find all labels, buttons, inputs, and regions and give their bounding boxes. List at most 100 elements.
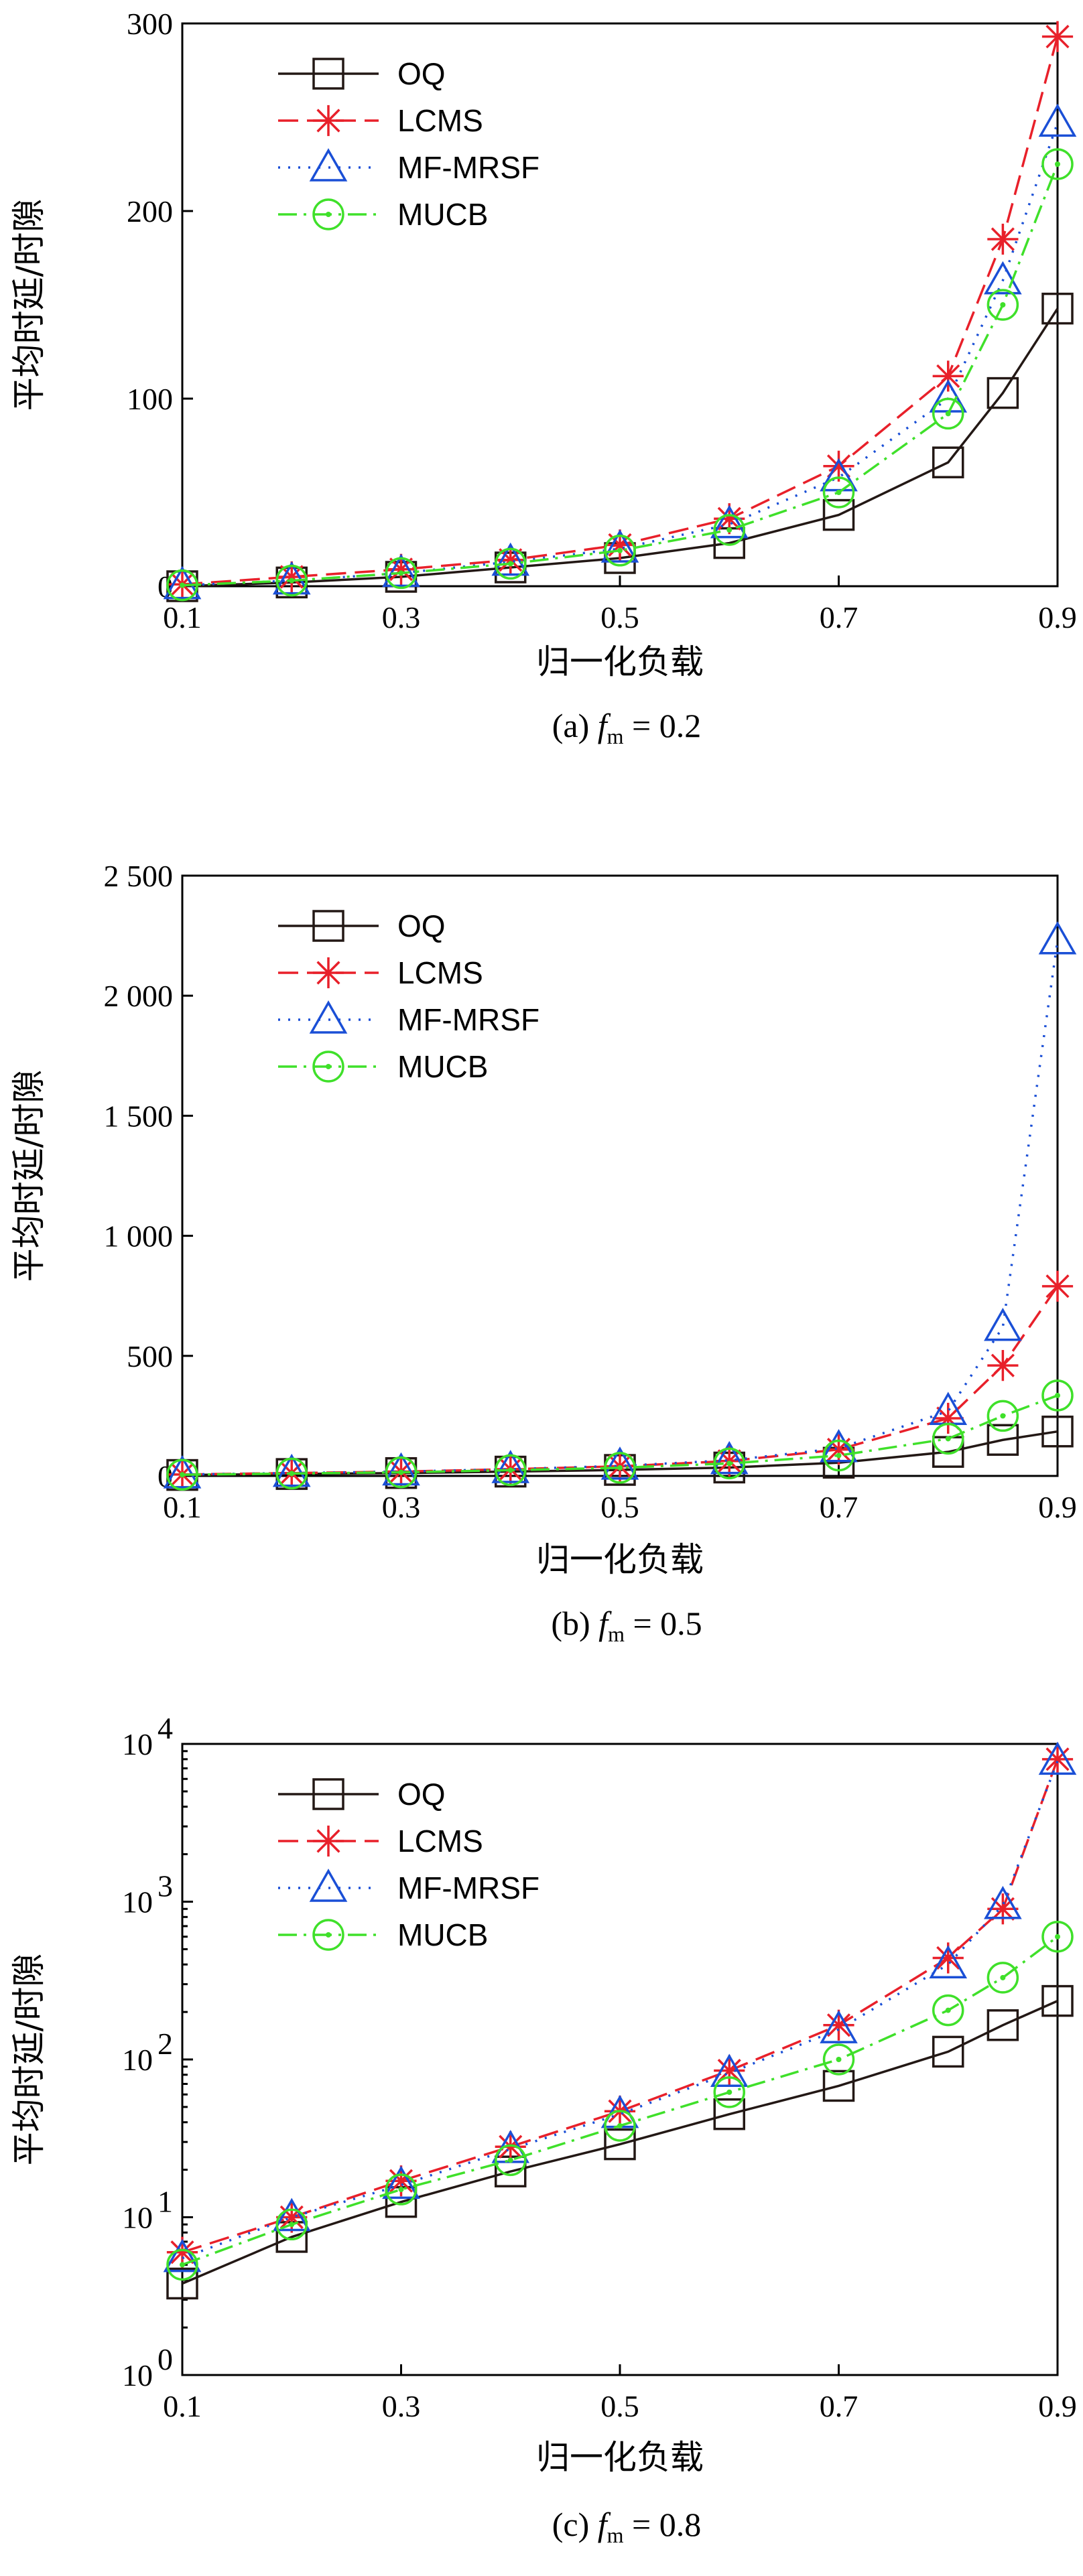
data-point-mucb: [495, 1454, 527, 1487]
data-point-lcms: [495, 2131, 526, 2163]
data-point-oq: [1041, 1984, 1074, 2017]
data-point-lcms: [714, 2055, 745, 2086]
series-line-oq: [182, 308, 1059, 588]
panel-caption: (b) fm = 0.5: [551, 1605, 702, 1646]
legend-marker: [309, 1869, 348, 1902]
legend-item-mucb: MUCB: [278, 1049, 488, 1084]
legend-label: MUCB: [397, 197, 488, 232]
data-point-mf-mrsf: [272, 561, 311, 595]
y-tick-exponent: 3: [157, 1869, 173, 1903]
x-tick-label: 0.3: [382, 600, 421, 634]
legend-marker: [312, 1825, 344, 1857]
data-point-oq: [986, 1424, 1019, 1456]
data-point-mucb: [713, 1447, 745, 1480]
data-point-lcms: [604, 529, 636, 561]
data-point-lcms: [1041, 1743, 1074, 1775]
caption-value: = 0.8: [624, 2506, 702, 2543]
y-tick-label: 10: [122, 1885, 153, 1919]
legend-marker: [312, 1778, 344, 1810]
legend-marker: [312, 910, 344, 942]
y-tick-exponent: 4: [157, 1711, 173, 1745]
data-point-oq: [604, 2128, 636, 2161]
data-point-mucb: [986, 289, 1019, 321]
data-point-mf-mrsf: [984, 1885, 1022, 1919]
data-point-mucb: [822, 476, 855, 509]
caption-subscript: m: [607, 724, 624, 748]
legend-item-lcms: LCMS: [278, 1824, 483, 1858]
data-point-oq: [932, 2035, 964, 2068]
legend-label: OQ: [397, 1777, 446, 1812]
data-point-mf-mrsf: [163, 2238, 202, 2273]
data-point-mf-mrsf: [984, 1307, 1022, 1341]
y-tick-label: 300: [127, 7, 173, 41]
data-point-mucb: [1041, 1920, 1074, 1953]
x-tick-label: 0.9: [1038, 600, 1077, 634]
data-point-mf-mrsf: [382, 1452, 420, 1486]
data-point-mf-mrsf: [163, 565, 202, 600]
y-tick-label: 10: [122, 1727, 153, 1761]
legend-item-mucb: MUCB: [278, 197, 488, 232]
data-point-mucb: [495, 2144, 527, 2177]
data-point-mucb: [713, 514, 745, 546]
data-point-oq: [1041, 292, 1074, 325]
series-line-mucb: [182, 163, 1059, 587]
data-point-mf-mrsf: [272, 1453, 311, 1487]
legend-marker: [312, 105, 344, 137]
data-point-mucb: [385, 1456, 418, 1489]
series-line-oq: [182, 1430, 1058, 1477]
y-axis-title: 平均时延/时隙: [9, 1954, 48, 2166]
series-line-lcms: [182, 36, 1059, 586]
y-axis-title: 平均时延/时隙: [9, 199, 48, 411]
y-tick-label: 1 500: [104, 1099, 174, 1133]
x-tick-label: 0.5: [600, 600, 639, 634]
data-point-mucb: [275, 2208, 308, 2241]
series-line-mucb: [182, 1394, 1058, 1476]
x-tick-label: 0.7: [820, 2389, 858, 2423]
data-point-mf-mrsf: [820, 1428, 858, 1463]
data-point-mucb: [385, 2173, 418, 2206]
data-point-mf-mrsf: [929, 1945, 968, 1978]
legend-label: LCMS: [397, 103, 483, 138]
plot-frame: [181, 874, 1059, 1477]
panel-a: 0.1 0.3 0.5 0.7 0.90100200300平均时延/时隙归一化负载(a)…: [9, 7, 1077, 748]
data-point-mf-mrsf: [600, 1446, 639, 1480]
series-line-mucb: [182, 1936, 1059, 2266]
caption-subscript: m: [608, 1622, 625, 1646]
data-point-oq: [986, 377, 1019, 409]
data-point-mucb: [495, 547, 527, 580]
data-point-mucb: [932, 397, 964, 430]
legend-marker: [312, 1050, 344, 1083]
legend-item-mf-mrsf: MF-MRSF: [278, 148, 539, 185]
x-tick-label: 0.5: [600, 1490, 639, 1524]
data-point-mucb: [604, 2110, 636, 2142]
data-point-lcms: [1041, 1270, 1074, 1302]
x-axis-title: 归一化负载: [536, 2438, 704, 2477]
caption-value: = 0.2: [624, 707, 702, 744]
x-tick-label: 0.1: [163, 2389, 202, 2423]
x-axis-title: 归一化负载: [536, 1540, 704, 1579]
data-point-mucb: [166, 1459, 198, 1491]
data-point-mucb: [275, 1457, 308, 1490]
data-point-oq: [713, 2098, 745, 2130]
x-tick-label: 0.5: [600, 2389, 639, 2423]
legend-item-mf-mrsf: MF-MRSF: [278, 1000, 539, 1037]
series-line-mf-mrsf: [182, 122, 1059, 587]
data-point-lcms: [932, 1942, 964, 1974]
data-point-oq: [822, 498, 855, 531]
series-line-lcms: [182, 1759, 1059, 2254]
data-point-lcms: [987, 223, 1019, 255]
panel-caption: (c) fm = 0.8: [552, 2506, 702, 2547]
y-tick-label: 100: [127, 382, 173, 416]
legend-marker: [312, 198, 344, 230]
data-point-oq: [822, 2070, 855, 2102]
data-point-mf-mrsf: [382, 553, 420, 588]
data-point-mf-mrsf: [820, 2010, 858, 2043]
x-tick-label: 0.1: [163, 600, 202, 634]
data-point-mucb: [1041, 148, 1074, 180]
series-line-oq: [182, 2000, 1058, 2285]
legend-item-oq: OQ: [278, 908, 446, 943]
data-point-mucb: [166, 569, 198, 602]
x-tick-label: 0.9: [1038, 2389, 1077, 2423]
